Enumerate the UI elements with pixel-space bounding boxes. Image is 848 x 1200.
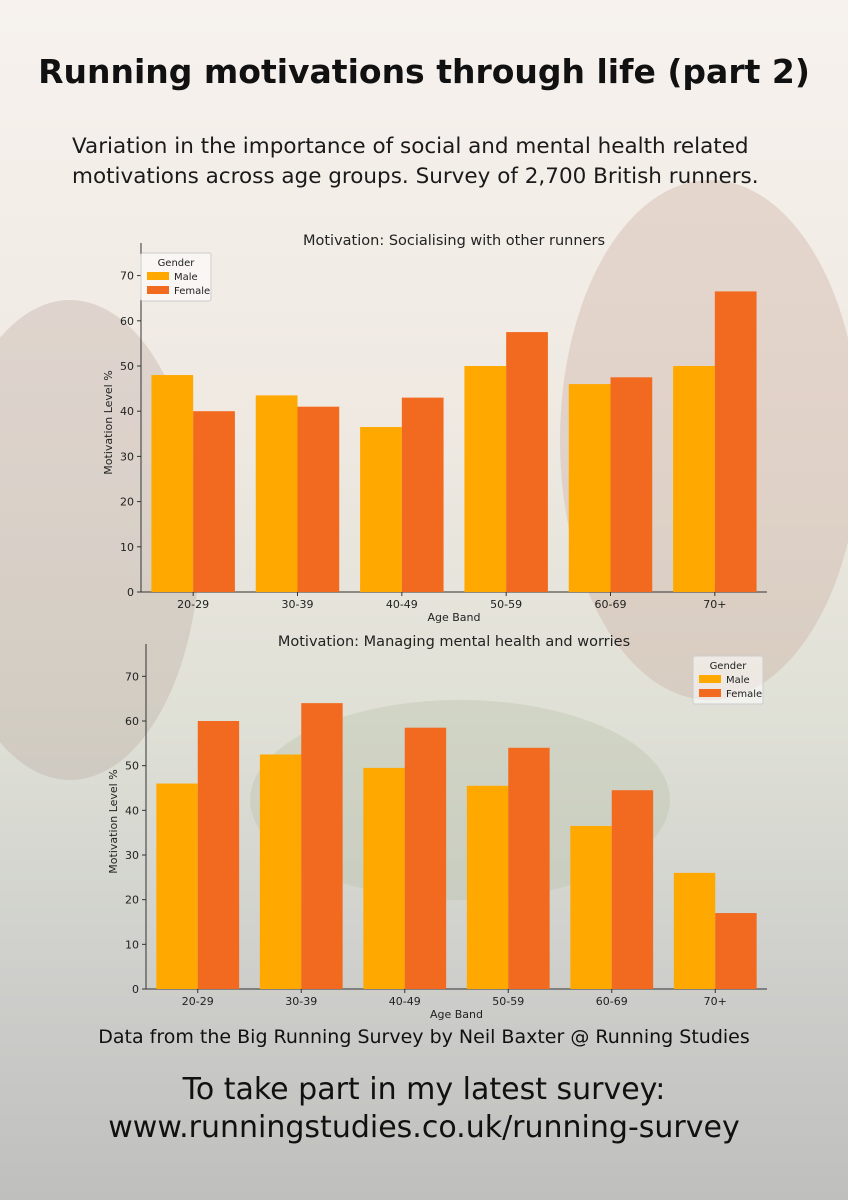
bar-male-30-39	[255, 395, 298, 592]
y-tick-label: 30	[125, 849, 139, 862]
bar-female-40-49	[401, 397, 444, 592]
chart-title: Motivation: Managing mental health and w…	[278, 634, 630, 650]
legend-title: Gender	[710, 661, 748, 672]
x-tick-label: 70+	[703, 598, 726, 611]
x-tick-label: 40-49	[386, 598, 418, 611]
bar-female-20-29	[197, 721, 240, 989]
y-tick-label: 30	[120, 450, 134, 463]
bar-male-70+	[673, 366, 715, 592]
bar-male-30-39	[259, 754, 302, 989]
y-tick-label: 70	[125, 670, 139, 683]
legend-label-male: Male	[726, 675, 750, 686]
bar-female-40-49	[404, 727, 447, 989]
x-tick-label: 60-69	[595, 598, 627, 611]
page-subtitle: Variation in the importance of social an…	[72, 134, 759, 189]
x-tick-label: 70+	[704, 995, 727, 1008]
page-title: Running motivations through life (part 2…	[38, 52, 810, 91]
y-tick-label: 70	[120, 270, 134, 283]
legend-label-female: Female	[726, 689, 762, 700]
bar-female-70+	[715, 913, 757, 989]
survey-cta-text: To take part in my latest survey:	[182, 1072, 666, 1107]
y-tick-label: 50	[120, 360, 134, 373]
y-tick-label: 10	[120, 541, 134, 554]
x-tick-label: 20-29	[182, 995, 214, 1008]
bar-male-50-59	[466, 785, 509, 989]
source-credit: Data from the Big Running Survey by Neil…	[98, 1026, 750, 1048]
y-axis-label: Motivation Level %	[102, 370, 115, 474]
y-tick-label: 10	[125, 938, 139, 951]
y-tick-label: 20	[120, 496, 134, 509]
legend-swatch-female	[699, 689, 721, 697]
bar-male-70+	[673, 872, 716, 989]
chart-svg: Motivation: Managing mental health and w…	[107, 634, 767, 1021]
bar-male-60-69	[570, 825, 612, 989]
legend-title: Gender	[158, 258, 196, 269]
x-tick-label: 20-29	[177, 598, 209, 611]
y-tick-label: 40	[125, 804, 139, 817]
y-tick-label: 0	[127, 586, 134, 599]
bar-female-30-39	[297, 406, 340, 592]
legend-label-female: Female	[174, 286, 210, 297]
bar-male-40-49	[363, 767, 405, 989]
legend-swatch-male	[699, 675, 721, 683]
y-tick-label: 60	[120, 315, 134, 328]
bar-male-20-29	[151, 375, 194, 592]
chart-svg: Motivation: Socialising with other runne…	[102, 233, 767, 624]
legend-label-male: Male	[174, 272, 198, 283]
bar-female-70+	[714, 291, 757, 592]
x-tick-label: 50-59	[492, 995, 524, 1008]
bar-female-50-59	[506, 332, 548, 592]
legend-swatch-female	[147, 286, 169, 294]
bar-male-50-59	[464, 366, 507, 592]
bar-female-50-59	[508, 747, 550, 989]
x-tick-label: 60-69	[596, 995, 628, 1008]
bar-female-30-39	[301, 703, 343, 989]
y-tick-label: 60	[125, 715, 139, 728]
chart-mental-health: Motivation: Managing mental health and w…	[0, 626, 848, 1026]
x-tick-label: 50-59	[490, 598, 522, 611]
y-tick-label: 50	[125, 760, 139, 773]
bar-male-20-29	[156, 783, 198, 989]
bar-female-20-29	[193, 411, 235, 592]
y-tick-label: 20	[125, 894, 139, 907]
bar-female-60-69	[610, 377, 653, 592]
bar-male-60-69	[568, 384, 611, 592]
y-tick-label: 40	[120, 405, 134, 418]
x-axis-label: Age Band	[430, 1008, 483, 1021]
bar-female-60-69	[611, 790, 654, 989]
x-tick-label: 30-39	[282, 598, 314, 611]
survey-link[interactable]: www.runningstudies.co.uk/running-survey	[108, 1110, 740, 1145]
x-tick-label: 30-39	[285, 995, 317, 1008]
bar-male-40-49	[360, 427, 402, 592]
y-axis-label: Motivation Level %	[107, 769, 120, 873]
y-tick-label: 0	[132, 983, 139, 996]
chart-socialising: Motivation: Socialising with other runne…	[0, 225, 848, 625]
legend-swatch-male	[147, 272, 169, 280]
x-axis-label: Age Band	[427, 611, 480, 624]
chart-title: Motivation: Socialising with other runne…	[303, 233, 605, 249]
x-tick-label: 40-49	[389, 995, 421, 1008]
